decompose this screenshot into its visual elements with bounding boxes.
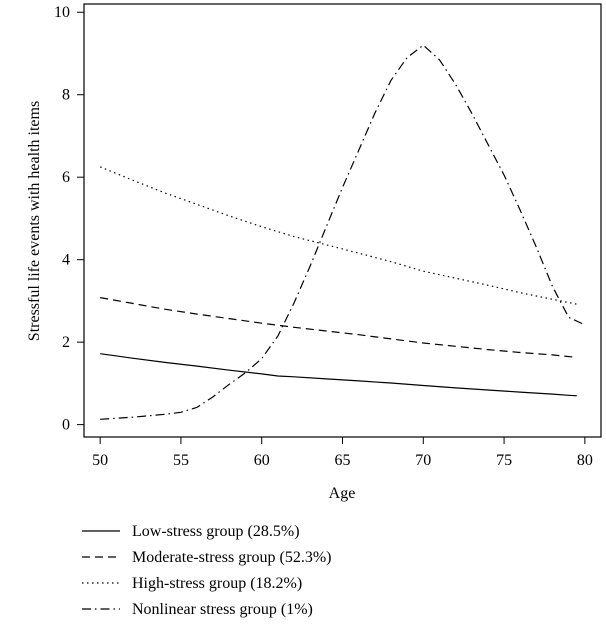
series-line-dotted (99, 166, 577, 305)
y-tick-label: 0 (62, 417, 70, 434)
series-line-solid (100, 353, 577, 397)
plot-frame (83, 3, 602, 438)
y-tick-label: 4 (62, 252, 70, 269)
legend-label: Low-stress group (28.5%) (132, 523, 300, 540)
x-tick-label: 65 (335, 452, 351, 469)
y-tick-label: 10 (54, 4, 70, 21)
legend-label: Nonlinear stress group (1%) (132, 601, 313, 618)
x-tick-label: 70 (415, 452, 431, 469)
series-lines (99, 44, 586, 420)
x-tick-label: 60 (254, 452, 270, 469)
legend: Low-stress group (28.5%) Moderate-stress … (82, 523, 332, 618)
x-axis-title: Age (329, 485, 356, 502)
x-axis: 50 55 60 65 70 75 80 (92, 437, 593, 469)
series-line-dotdash (100, 44, 586, 420)
series-line-dashed (100, 297, 577, 358)
y-tick-label: 8 (62, 87, 70, 104)
y-tick-label: 2 (62, 334, 70, 351)
y-tick-label: 6 (62, 169, 70, 186)
y-axis-title: Stressful life events with health items (26, 101, 43, 341)
y-axis: 0 2 4 6 8 10 (54, 4, 84, 434)
x-tick-label: 80 (577, 452, 593, 469)
legend-label: Moderate-stress group (52.3%) (132, 549, 332, 566)
x-tick-label: 75 (496, 452, 512, 469)
x-tick-label: 55 (173, 452, 189, 469)
x-tick-label: 50 (92, 452, 108, 469)
legend-label: High-stress group (18.2%) (132, 575, 302, 592)
